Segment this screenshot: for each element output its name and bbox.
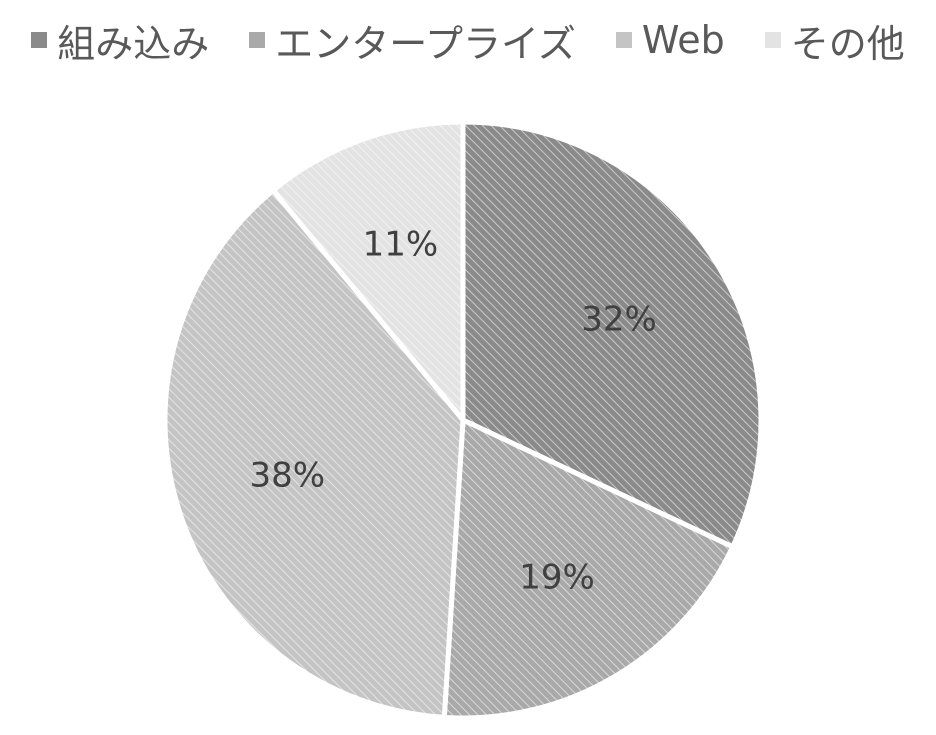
pie-slice-embedded — [460, 119, 764, 551]
legend-label-other: その他 — [790, 21, 905, 66]
pie-slice-other — [269, 119, 466, 427]
pie-slice-enterprise — [441, 416, 736, 721]
pie-slices — [162, 119, 764, 721]
legend-swatch-embedded — [31, 32, 48, 48]
pie-data-labels: 32% 19% 38% 11% — [250, 225, 657, 598]
legend-swatch-web — [615, 32, 632, 48]
legend-label-web: Web — [641, 18, 725, 62]
legend-item-embedded: 組み込み — [31, 13, 209, 68]
legend-item-enterprise: エンタープライズ — [249, 13, 576, 68]
legend-label-embedded: 組み込み — [57, 21, 210, 66]
legend-label-enterprise: エンタープライズ — [275, 21, 576, 66]
legend: 組み込み エンタープライズ Web その他 — [0, 8, 936, 72]
legend-item-web: Web — [615, 18, 725, 62]
legend-swatch-other — [764, 32, 781, 48]
legend-item-other: その他 — [764, 13, 905, 68]
data-label-web: 38% — [250, 456, 326, 496]
data-label-other: 11% — [363, 225, 439, 265]
data-label-enterprise: 19% — [519, 558, 595, 598]
data-label-embedded: 32% — [581, 300, 657, 340]
legend-swatch-enterprise — [249, 32, 266, 48]
pie-slice-web — [162, 186, 466, 721]
